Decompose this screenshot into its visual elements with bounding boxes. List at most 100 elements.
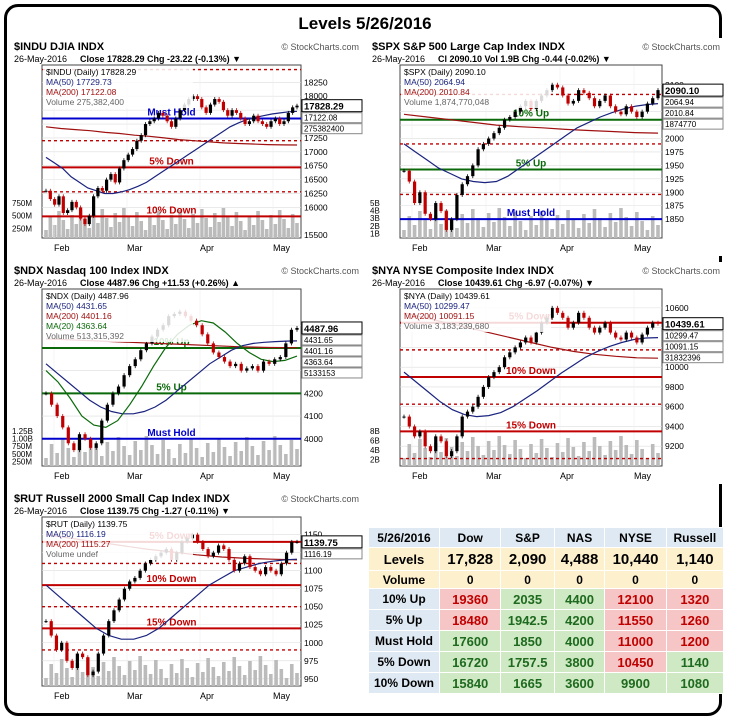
volume-bar [206, 658, 210, 686]
side-tag: 2010.84 [665, 109, 694, 118]
legend-entry: Volume 513,315,392 [46, 331, 124, 341]
chart-date: 26-May-2016 [372, 54, 425, 64]
volume-bar [635, 212, 639, 238]
level-cell: 3800 [553, 651, 606, 673]
price-bar [587, 92, 591, 99]
volume-bar [135, 212, 139, 238]
volume-bar [497, 208, 502, 238]
volume-bar [243, 230, 247, 238]
price-bar [269, 121, 273, 127]
y-tick-label: 1975 [665, 147, 684, 157]
volume-bar [83, 219, 87, 238]
price-bar [624, 106, 628, 115]
price-bar [635, 337, 639, 343]
price-bar [91, 671, 95, 676]
price-bar [492, 133, 496, 139]
price-bar [460, 184, 464, 195]
level-cell: 18480 [438, 609, 502, 631]
volume-bar [205, 443, 210, 466]
price-bar [566, 317, 570, 328]
level-label: 10% Up [153, 337, 189, 348]
volume-tick-label: 3B [370, 214, 380, 223]
price-bar [122, 588, 127, 600]
side-tag-box [662, 96, 724, 108]
price-bar [566, 95, 570, 104]
volume-bar [253, 670, 257, 686]
price-tag: 2090.10 [665, 86, 699, 97]
price-bar [221, 101, 226, 111]
volume-bar [247, 216, 252, 238]
price-bar [152, 118, 156, 122]
price-bar [139, 350, 143, 360]
price-bar [53, 199, 57, 205]
price-bar [222, 545, 226, 550]
volume-bar [222, 447, 227, 466]
price-bar [216, 545, 221, 553]
volume-bar [127, 455, 132, 466]
price-bar [278, 118, 282, 125]
volume-bar [455, 456, 459, 466]
col-dow: Dow [438, 527, 502, 548]
volume-bar [518, 221, 523, 238]
volume-bar [603, 455, 607, 466]
volume-bar [272, 436, 277, 466]
chart-spx: $SPX S&P 500 Large Cap Index INDX © Stock… [370, 41, 724, 253]
price-bar [614, 106, 618, 112]
price-bar [234, 110, 239, 113]
volume-dow: 0 [438, 570, 502, 589]
y-tick-label: 17000 [304, 147, 328, 157]
price-bar [66, 427, 70, 444]
volume-bar [486, 441, 491, 466]
price-bar [72, 443, 76, 451]
price-bar [253, 567, 257, 571]
price-bar [92, 196, 96, 216]
volume-bar [555, 443, 560, 466]
price-bar [116, 386, 121, 394]
volume-tick-label: 4B [370, 446, 380, 455]
volume-bar [91, 214, 96, 238]
price-bar [645, 327, 650, 335]
volume-bar [48, 216, 53, 238]
volume-bar [155, 454, 160, 466]
price-bar [444, 441, 448, 457]
volume-bar [518, 449, 523, 466]
volume-bar [70, 215, 74, 238]
price-bar [492, 372, 496, 378]
chart-title: $INDU DJIA INDX [14, 41, 105, 53]
legend-entry: MA(50) 4431.65 [46, 301, 107, 311]
chart-date: 26-May-2016 [14, 278, 67, 288]
legend-entry: MA(50) 10299.47 [404, 301, 470, 311]
volume-bar [260, 220, 265, 238]
price-bar [624, 332, 628, 340]
legend-bg [43, 66, 193, 108]
volume-bar [44, 678, 48, 686]
price-bar [101, 635, 106, 654]
price-bar [598, 100, 602, 107]
volume-bar [656, 453, 660, 466]
volume-bar [159, 669, 163, 686]
level-cell: 4000 [553, 630, 606, 652]
y-tick-label: 9600 [665, 402, 684, 412]
price-bar [513, 111, 517, 118]
volume-bar [269, 674, 273, 686]
price-bar [487, 377, 491, 387]
price-bar [49, 393, 54, 405]
level-cell: 3600 [553, 672, 606, 694]
volume-bar [273, 224, 278, 238]
volume-bar [138, 656, 142, 686]
chart-panel-ndx: $NDX Nasdaq 100 Index INDX © StockCharts.… [10, 262, 363, 484]
price-bar [117, 168, 122, 183]
price-bar [651, 322, 655, 328]
price-bar [196, 534, 200, 542]
level-cell: 10450 [604, 651, 667, 673]
level-cell: 4200 [553, 609, 606, 631]
legend-entry: MA(200) 1115.27 [46, 539, 111, 549]
volume-bar [279, 669, 284, 686]
volume-bar [201, 672, 205, 686]
side-tag-box [301, 112, 363, 124]
price-bar [148, 559, 153, 564]
price-bar [603, 95, 607, 101]
price-bar [230, 110, 234, 116]
